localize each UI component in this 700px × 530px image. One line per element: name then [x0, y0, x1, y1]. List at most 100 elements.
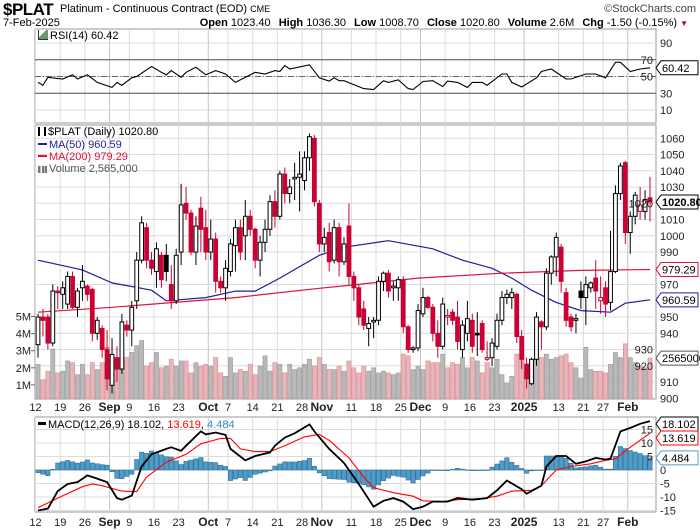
candle	[80, 265, 85, 301]
candle-body	[292, 176, 298, 180]
candle-body	[94, 319, 100, 334]
price-tick-label: 930	[635, 345, 653, 357]
macd-histogram-bar	[242, 469, 248, 481]
candle-body	[129, 306, 135, 331]
candle	[395, 276, 401, 301]
x-axis-label: 12	[29, 517, 41, 529]
rsi-line	[37, 61, 651, 91]
candle-body	[134, 259, 140, 302]
x-axis-label: 9	[442, 517, 448, 529]
volume-legend: Volume 2,565,000	[38, 163, 138, 175]
candle	[351, 271, 357, 301]
candle-body	[45, 316, 51, 344]
macd-histogram-bar	[193, 458, 199, 471]
volume-bar	[603, 372, 608, 400]
candle	[494, 313, 500, 350]
volume-bar	[627, 357, 633, 400]
macd-histogram-bar	[484, 469, 490, 471]
macd-histogram-bar	[55, 462, 61, 471]
macd-histogram-bar	[139, 451, 145, 471]
macd-tick-label: 10	[641, 438, 653, 450]
candle-body	[208, 238, 214, 253]
x-axis-label: Oct	[198, 400, 218, 414]
x-axis-label: 16	[464, 402, 476, 414]
x-axis-label: 21	[271, 517, 283, 529]
rsi-last-value: 60.42	[662, 63, 690, 75]
macd-histogram-bar	[583, 466, 589, 471]
candle-body	[242, 215, 248, 237]
x-axis-label: 7	[225, 402, 231, 414]
volume-bar	[469, 357, 475, 400]
macd-histogram-bar	[450, 469, 456, 471]
candle-body	[312, 137, 317, 203]
macd-histogram-bar	[94, 463, 100, 471]
x-axis-label: 9	[126, 517, 132, 529]
candle-body	[588, 282, 594, 289]
candle-body	[336, 227, 342, 263]
macd-histogram-bar	[79, 461, 85, 471]
x-axis-label: 23	[488, 402, 500, 414]
volume-bar	[89, 362, 95, 400]
candle-body	[410, 347, 416, 351]
candle	[94, 317, 100, 340]
candle-body	[598, 297, 604, 302]
macd-histogram-bar	[588, 465, 594, 471]
price-tick-label: 900	[660, 393, 678, 405]
candle-body	[578, 290, 584, 299]
macd-tick-label: 0	[660, 465, 666, 477]
volume-bar	[144, 365, 149, 400]
volume-bar	[168, 358, 174, 400]
volume-bar	[543, 353, 549, 400]
candle-body	[188, 212, 194, 253]
x-axis-label: Sep	[99, 400, 121, 414]
macd-histogram-bar	[445, 469, 451, 471]
volume-bar	[361, 365, 367, 400]
candle	[415, 304, 421, 352]
low-value: 1008.70	[379, 17, 419, 29]
candle-body	[213, 238, 219, 282]
candle	[183, 187, 189, 220]
watermark[interactable]: ©StockCharts.com	[604, 3, 696, 15]
macd-histogram-bar	[647, 457, 653, 471]
volume-bar	[188, 372, 194, 400]
volume-bar	[390, 374, 396, 400]
volume-bar	[415, 365, 421, 400]
macd-histogram-bar	[306, 458, 312, 471]
candle	[603, 281, 608, 318]
rsi-tick-label: 50	[641, 72, 653, 84]
volume-bar	[94, 369, 100, 400]
candle	[228, 239, 233, 277]
volume-bar	[514, 353, 520, 400]
candle-body	[425, 297, 431, 308]
x-axis-label: 11	[346, 402, 357, 414]
volume-bar	[297, 367, 302, 400]
volume-bar	[578, 377, 584, 400]
macd-legend-hist: 4.484	[207, 419, 235, 431]
candle-body	[366, 323, 372, 329]
volume-last-value: 2565000	[662, 353, 700, 365]
macd-histogram-bar	[474, 469, 480, 471]
candle	[257, 235, 263, 277]
volume-bar	[326, 369, 332, 400]
rsi-tick-label: 10	[660, 105, 672, 117]
candle	[509, 287, 515, 309]
volume-bar	[312, 365, 317, 400]
line-icon	[38, 143, 47, 145]
volume-bar	[346, 360, 352, 400]
candle	[529, 357, 534, 386]
volume-bar	[183, 360, 189, 400]
candle	[608, 230, 613, 311]
candle-body	[119, 321, 125, 370]
macd-histogram-bar	[558, 456, 564, 471]
candle-body	[80, 280, 85, 289]
candle-body	[346, 225, 352, 277]
candle	[149, 252, 154, 275]
macd-legend: MACD(12,26,9) 18.102, 13.619, 4.484	[38, 419, 235, 431]
x-axis-label: 13	[553, 517, 565, 529]
candle-body	[272, 201, 278, 217]
candle-body	[435, 332, 441, 347]
instrument-name-text: Platinum - Continuous Contract (EOD)	[60, 3, 248, 15]
macd-histogram-bar	[440, 469, 446, 471]
volume-tick-label: 4M	[16, 329, 31, 341]
